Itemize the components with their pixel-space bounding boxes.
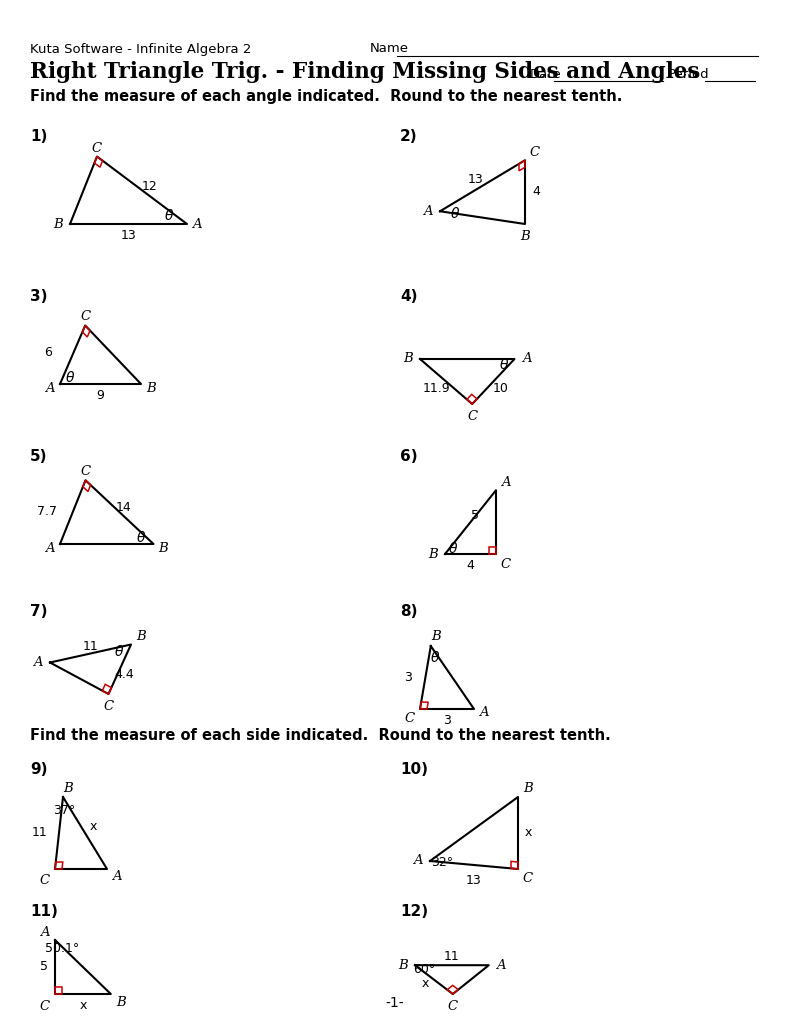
Text: $\theta$: $\theta$ (430, 650, 441, 666)
Text: B: B (523, 782, 533, 796)
Text: 11: 11 (82, 640, 98, 653)
Text: B: B (520, 229, 530, 243)
Text: B: B (398, 958, 408, 972)
Text: C: C (448, 999, 458, 1013)
Text: 37°: 37° (53, 804, 75, 816)
Text: C: C (40, 874, 50, 888)
Text: 13: 13 (467, 173, 483, 186)
Text: A: A (33, 656, 43, 669)
Text: B: B (403, 352, 413, 366)
Text: Find the measure of each side indicated.  Round to the nearest tenth.: Find the measure of each side indicated.… (30, 728, 611, 743)
Text: 10: 10 (493, 382, 509, 395)
Text: Date: Date (530, 68, 562, 81)
Text: 5): 5) (30, 449, 47, 464)
Text: B: B (428, 548, 438, 560)
Text: 6): 6) (400, 449, 418, 464)
Text: Period: Period (668, 68, 710, 81)
Text: B: B (136, 630, 146, 643)
Text: 7.7: 7.7 (37, 505, 57, 518)
Text: A: A (45, 542, 55, 555)
Text: 5: 5 (471, 509, 479, 522)
Text: $\theta$: $\theta$ (448, 542, 459, 556)
Text: 2): 2) (400, 129, 418, 144)
Text: 3: 3 (443, 714, 451, 727)
Text: B: B (63, 781, 73, 795)
Text: A: A (501, 476, 511, 488)
Text: 8): 8) (400, 604, 418, 618)
Text: 3): 3) (30, 289, 47, 304)
Text: 11: 11 (32, 825, 48, 839)
Text: 5: 5 (40, 961, 48, 974)
Text: A: A (45, 382, 55, 394)
Text: 10): 10) (400, 762, 428, 777)
Text: x: x (89, 819, 97, 833)
Text: B: B (159, 542, 168, 555)
Text: A: A (192, 217, 202, 230)
Text: B: B (431, 631, 441, 643)
Text: Kuta Software - Infinite Algebra 2: Kuta Software - Infinite Algebra 2 (30, 43, 252, 55)
Text: 4.4: 4.4 (115, 668, 134, 681)
Text: 11: 11 (444, 949, 460, 963)
Text: 9: 9 (97, 389, 104, 402)
Text: x: x (422, 977, 430, 990)
Text: 50.1°: 50.1° (45, 942, 79, 955)
Text: B: B (146, 382, 156, 394)
Text: C: C (80, 310, 90, 323)
Text: C: C (530, 145, 540, 159)
Text: $\theta$: $\theta$ (135, 529, 146, 545)
Text: $\theta$: $\theta$ (450, 206, 460, 221)
Text: 1): 1) (30, 129, 47, 144)
Text: x: x (524, 825, 532, 839)
Text: 14: 14 (115, 501, 131, 514)
Text: C: C (104, 699, 114, 713)
Text: $\theta$: $\theta$ (65, 371, 75, 385)
Text: C: C (467, 410, 477, 423)
Text: 32°: 32° (431, 855, 453, 868)
Text: x: x (79, 999, 86, 1012)
Text: A: A (479, 707, 489, 720)
Text: B: B (116, 995, 126, 1009)
Text: C: C (81, 465, 90, 478)
Text: A: A (40, 926, 50, 939)
Text: A: A (112, 870, 122, 884)
Text: 9): 9) (30, 762, 47, 777)
Text: 12: 12 (142, 179, 157, 193)
Text: A: A (522, 352, 532, 366)
Text: A: A (413, 854, 423, 867)
Text: 11.9: 11.9 (422, 382, 450, 395)
Text: Find the measure of each angle indicated.  Round to the nearest tenth.: Find the measure of each angle indicated… (30, 88, 623, 103)
Text: C: C (92, 142, 102, 155)
Text: 13: 13 (466, 874, 482, 888)
Text: -1-: -1- (386, 996, 404, 1010)
Text: A: A (496, 958, 505, 972)
Text: 4: 4 (532, 185, 540, 199)
Text: A: A (423, 205, 433, 218)
Text: 3: 3 (404, 671, 412, 684)
Text: Right Triangle Trig. - Finding Missing Sides and Angles: Right Triangle Trig. - Finding Missing S… (30, 61, 699, 83)
Text: $\theta$: $\theta$ (164, 208, 174, 222)
Text: C: C (40, 999, 50, 1013)
Text: 12): 12) (400, 904, 428, 919)
Text: 4): 4) (400, 289, 418, 304)
Text: 13: 13 (120, 229, 136, 243)
Text: C: C (405, 713, 415, 725)
Text: 4: 4 (467, 558, 475, 571)
Text: B: B (53, 217, 62, 230)
Text: C: C (501, 557, 511, 570)
Text: C: C (523, 872, 533, 886)
Text: Name: Name (370, 43, 409, 55)
Text: 6: 6 (44, 346, 52, 359)
Text: 11): 11) (30, 904, 58, 919)
Text: 7): 7) (30, 604, 47, 618)
Text: $\theta$: $\theta$ (114, 644, 124, 659)
Text: 60°: 60° (413, 964, 435, 976)
Text: $\theta$: $\theta$ (498, 357, 509, 372)
